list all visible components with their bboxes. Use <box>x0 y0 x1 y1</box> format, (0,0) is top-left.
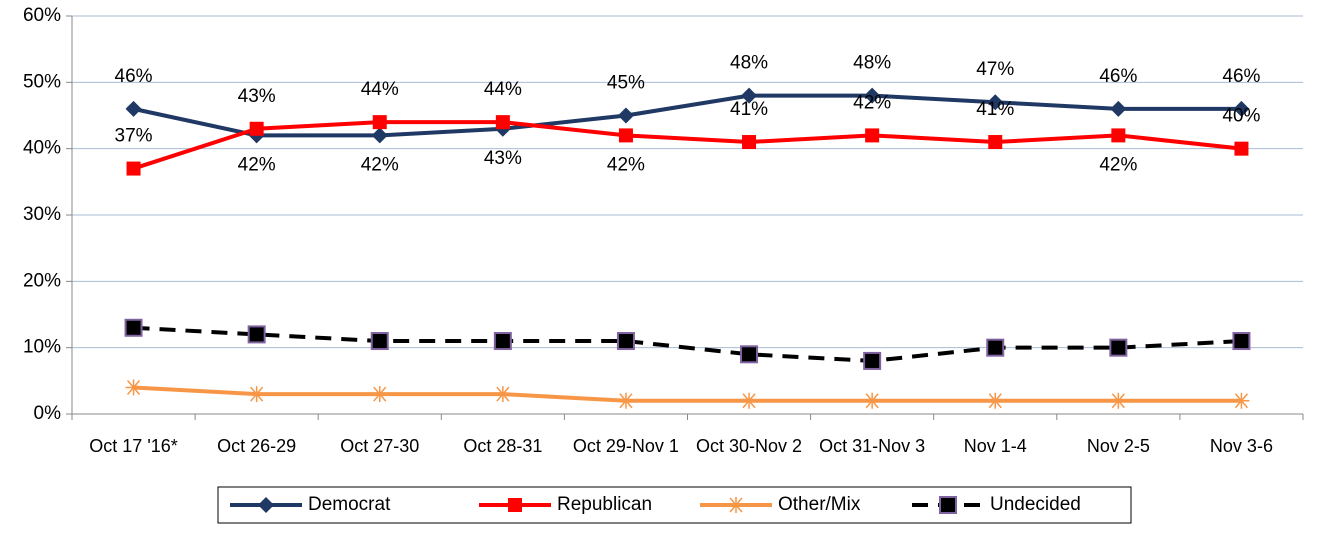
y-tick-label: 60% <box>23 5 61 26</box>
marker <box>125 379 142 396</box>
x-tick-label: Oct 28-31 <box>463 436 543 456</box>
marker <box>865 128 880 143</box>
series-line <box>132 120 1242 171</box>
marker <box>248 386 265 403</box>
series-line <box>133 93 1242 138</box>
legend-label: Other/Mix <box>778 494 861 515</box>
series-line <box>133 385 1242 403</box>
marker <box>1232 332 1251 351</box>
marker <box>1110 392 1127 409</box>
marker <box>617 107 634 124</box>
marker <box>616 332 635 351</box>
marker <box>617 392 634 409</box>
marker <box>1233 392 1250 409</box>
marker <box>740 345 759 364</box>
data-label: 37% <box>115 126 153 147</box>
marker <box>1111 128 1126 143</box>
data-label: 46% <box>1222 66 1260 87</box>
x-tick-label: Oct 17 '16* <box>89 436 178 456</box>
data-label: 41% <box>730 99 768 120</box>
x-tick-label: Oct 26-29 <box>217 436 297 456</box>
data-label: 44% <box>484 79 522 100</box>
marker <box>1234 141 1249 156</box>
legend-label: Undecided <box>990 494 1081 515</box>
data-label: 43% <box>238 86 276 107</box>
x-tick-label: Nov 2-5 <box>1086 436 1150 456</box>
marker <box>371 386 388 403</box>
series-line <box>133 325 1242 363</box>
data-label: 48% <box>730 53 768 74</box>
x-tick-label: Oct 30-Nov 2 <box>696 436 803 456</box>
marker <box>988 135 1003 150</box>
marker <box>126 161 141 176</box>
marker <box>864 87 881 104</box>
data-label: 45% <box>607 73 645 94</box>
marker <box>125 100 142 117</box>
data-label: 42% <box>853 92 891 113</box>
y-tick-label: 0% <box>34 403 62 424</box>
data-label: 42% <box>238 154 276 175</box>
marker <box>741 392 758 409</box>
x-tick-label: Oct 31-Nov 3 <box>819 436 926 456</box>
marker <box>495 115 510 130</box>
y-tick-label: 40% <box>23 138 61 159</box>
marker <box>370 332 389 351</box>
marker <box>939 496 957 514</box>
marker <box>618 128 633 143</box>
marker <box>247 325 266 344</box>
marker <box>493 332 512 351</box>
data-label: 48% <box>853 53 891 74</box>
data-label: 47% <box>976 59 1014 80</box>
marker <box>728 497 744 513</box>
marker <box>1233 100 1250 117</box>
y-tick-label: 10% <box>23 337 61 358</box>
x-tick-label: Nov 1-4 <box>963 436 1027 456</box>
marker <box>1110 100 1127 117</box>
data-label: 42% <box>607 154 645 175</box>
marker <box>741 87 758 104</box>
y-tick-label: 50% <box>23 71 61 92</box>
marker <box>372 115 387 130</box>
legend-label: Republican <box>557 494 652 515</box>
data-label: 46% <box>1099 66 1137 87</box>
marker <box>987 392 1004 409</box>
y-tick-label: 30% <box>23 204 61 225</box>
marker <box>1109 338 1128 357</box>
x-tick-label: Nov 3-6 <box>1209 436 1273 456</box>
marker <box>863 351 882 370</box>
marker <box>742 135 757 150</box>
marker <box>258 497 274 513</box>
data-label: 40% <box>1222 106 1260 127</box>
marker <box>371 127 388 144</box>
x-tick-label: Oct 29-Nov 1 <box>572 436 679 456</box>
data-label: 46% <box>115 66 153 87</box>
marker <box>249 121 264 136</box>
data-label: 41% <box>976 99 1014 120</box>
marker <box>508 498 522 512</box>
data-label: 42% <box>1099 154 1137 175</box>
marker <box>494 386 511 403</box>
data-label: 44% <box>361 79 399 100</box>
x-tick-label: Oct 27-30 <box>340 436 420 456</box>
marker <box>124 318 143 337</box>
marker <box>987 94 1004 111</box>
legend-label: Democrat <box>308 494 391 515</box>
y-tick-label: 20% <box>23 270 61 291</box>
marker <box>986 338 1005 357</box>
data-label: 43% <box>484 148 522 169</box>
marker <box>864 392 881 409</box>
data-label: 42% <box>361 154 399 175</box>
